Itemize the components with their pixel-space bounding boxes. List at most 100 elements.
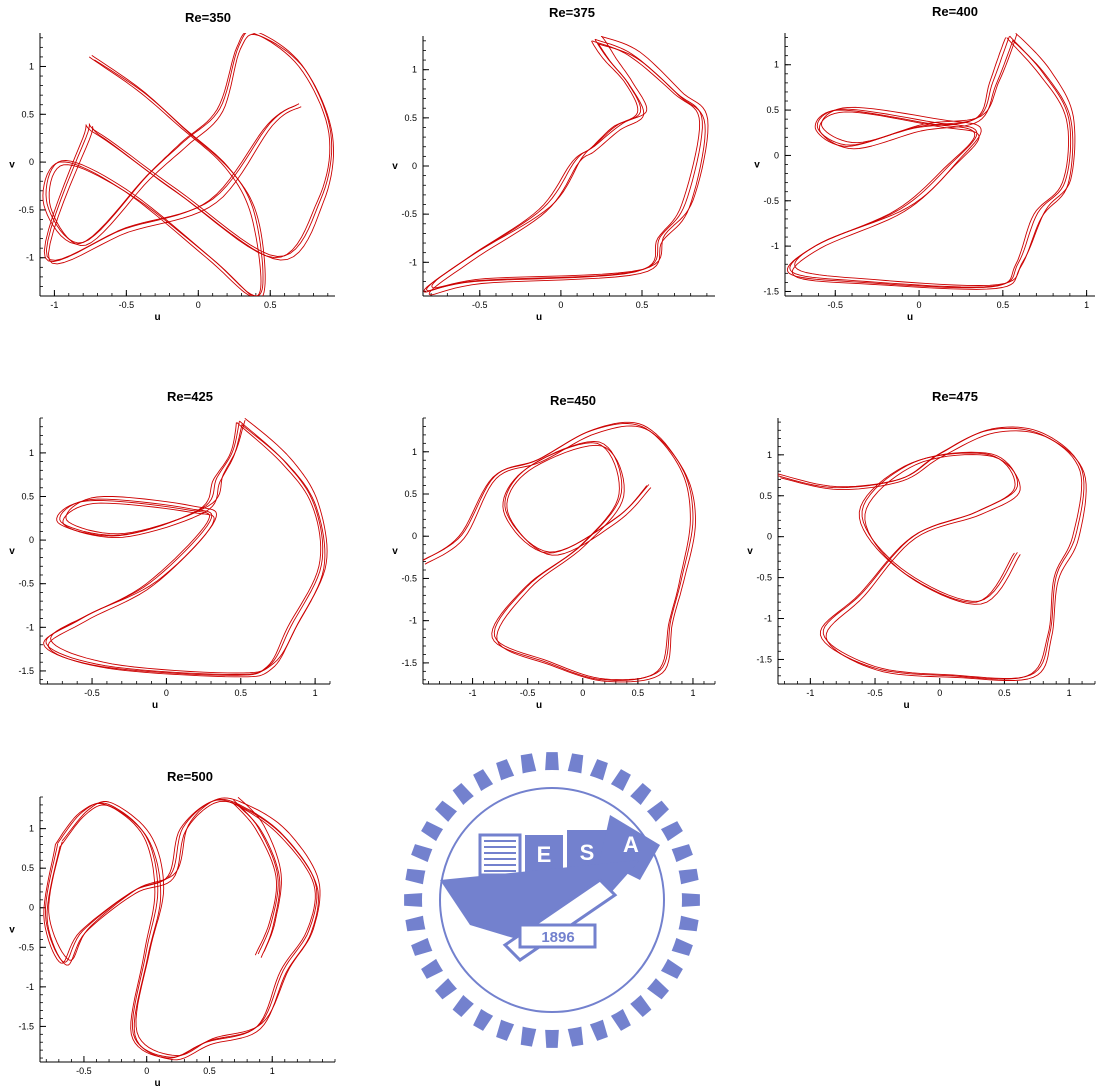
x-tick-label: 0.5 [203,1066,216,1076]
y-tick-label: 0 [29,535,34,545]
x-tick-label: 1 [1067,688,1072,698]
trajectory-line [47,423,326,678]
y-tick-label: -1.5 [18,666,34,676]
y-tick-label: -0.5 [763,196,779,206]
gear-tooth [545,752,559,773]
y-axis-label: v [754,160,760,171]
y-tick-label: 0.5 [404,113,417,123]
y-axis-label: v [392,546,398,557]
gear-tooth [405,868,428,885]
trajectory-line [780,430,1087,681]
trajectory-line [230,800,277,956]
trajectory-line [45,33,333,296]
trajectory-group [43,797,321,1061]
x-tick-label: 0 [937,688,942,698]
watermark-logo: E S A 1896 [404,752,700,1048]
y-tick-label: 0 [29,903,34,913]
x-axis-label: u [154,312,160,323]
y-tick-label: 0 [767,532,772,542]
gear-tooth [669,844,693,863]
x-tick-label: 1 [270,1066,275,1076]
y-tick-label: -1 [26,982,34,992]
gear-tooth [589,1017,608,1041]
y-tick-label: -0.5 [401,209,417,219]
trajectory-line [778,427,1083,680]
x-axis-label: u [152,700,158,711]
trajectory-group [786,33,1076,290]
trajectory-line [42,33,331,296]
trajectory-line [426,38,703,292]
plot-title: Re=500 [167,769,213,784]
y-tick-label: -1 [26,253,34,263]
y-tick-label: 1 [412,65,417,75]
trajectory-group [42,33,334,296]
y-axis-label: v [9,925,15,936]
trajectory-line [50,418,328,674]
x-tick-label: 1 [690,688,695,698]
x-tick-label: 0 [580,688,585,698]
x-tick-label: 0.5 [636,300,649,310]
gear-tooth [567,1024,584,1047]
phase-plot-re-425: Re=425 -0.5 0 0.5 1 -1.5 -1 -0.5 0 0.5 1 u v [9,389,331,711]
y-tick-label: 0 [774,150,779,160]
x-tick-label: -0.5 [472,300,488,310]
y-tick-label: -1.5 [401,658,417,668]
gear-tooth [496,1017,515,1041]
gear-tooth [676,868,699,885]
x-tick-label: 0 [558,300,563,310]
y-tick-label: 0 [412,531,417,541]
y-axis-label: v [9,160,15,171]
plot-title: Re=375 [549,5,595,20]
logo-letter: A [623,832,639,857]
phase-plot-re-475: Re=475 -1 -0.5 0 0.5 1 -1.5 -1 -0.5 0 0.5 1 u v [747,389,1096,711]
logo-year: 1896 [541,929,574,946]
y-tick-label: -0.5 [18,205,34,215]
trajectory-line [428,43,706,296]
y-tick-label: 1 [767,450,772,460]
x-tick-label: -1 [50,300,58,310]
trajectory-line [45,420,324,675]
x-tick-label: 0.5 [998,688,1011,698]
gear-tooth [520,1024,537,1047]
y-tick-label: 1 [412,447,417,457]
gear-tooth [567,753,584,776]
x-axis-label: u [154,1078,160,1089]
x-tick-label: 0.5 [264,300,277,310]
year-box [518,923,597,949]
y-tick-label: 0.5 [759,491,772,501]
trajectory-group [778,426,1087,681]
trajectory-group [423,36,709,296]
x-tick-label: -0.5 [119,300,135,310]
x-tick-label: 0 [164,688,169,698]
phase-plot-re-500: Re=500 -0.5 0 0.5 1 -1.5 -1 -0.5 0 0.5 1 u v [9,769,336,1089]
gear-tooth [405,915,428,932]
trajectory-line [48,33,334,296]
trajectory-line [423,421,694,681]
x-axis-label: u [536,700,542,711]
x-tick-label: 0 [917,300,922,310]
logo-letter: S [580,840,595,865]
x-axis-label: u [536,312,542,323]
y-tick-label: -1 [764,614,772,624]
x-tick-label: -0.5 [520,688,536,698]
y-tick-label: 0 [29,157,34,167]
gear-tooth [520,753,537,776]
logo-letter: E [537,842,552,867]
plot-title: Re=425 [167,389,213,404]
y-tick-label: -1 [409,616,417,626]
plot-title: Re=475 [932,389,978,404]
x-tick-label: 0.5 [235,688,248,698]
y-tick-label: -0.5 [18,942,34,952]
trajectory-group [423,421,696,683]
gear-tooth [404,893,425,907]
trajectory-line [794,33,1076,286]
y-tick-label: -1.5 [763,286,779,296]
phase-plot-re-350: Re=350 -1 -0.5 0 0.5 -1 -0.5 0 0.5 1 u v [9,10,335,323]
gear-tooth [679,893,700,907]
x-axis-label: u [903,700,909,711]
y-tick-label: 0.5 [21,491,34,501]
trajectory-line [423,40,701,293]
plot-title: Re=450 [550,393,596,408]
y-tick-label: -1 [26,622,34,632]
